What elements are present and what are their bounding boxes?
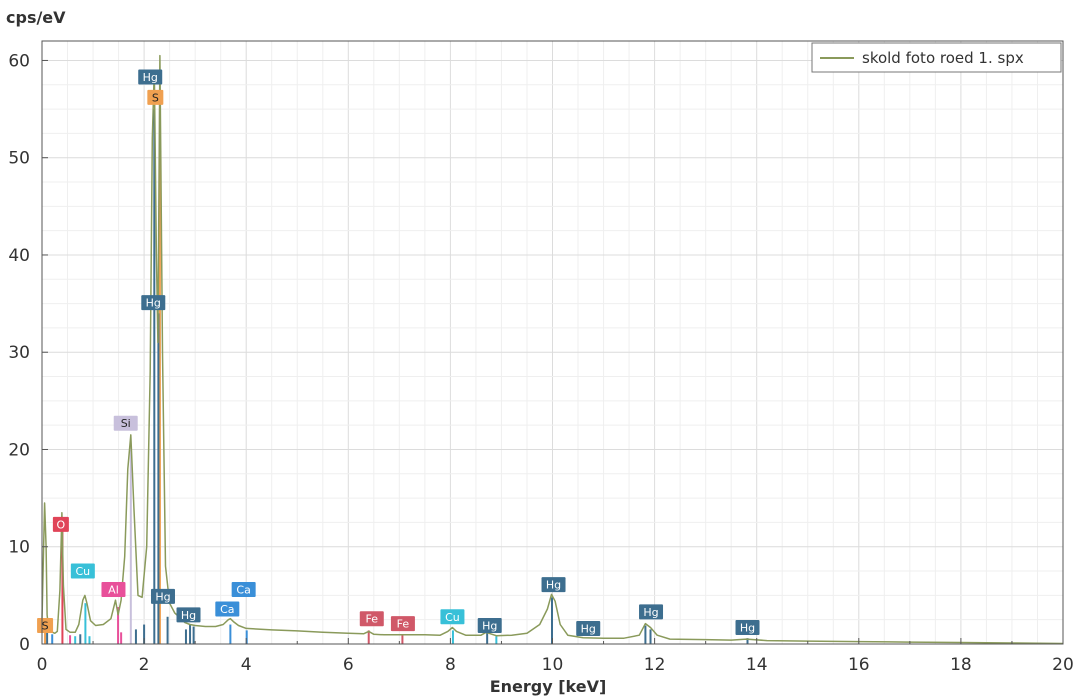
peak-label: Fe	[390, 616, 415, 632]
y-axis-title: cps/eV	[6, 8, 66, 27]
x-tick-label: 18	[950, 655, 972, 675]
y-tick-label: 0	[19, 635, 30, 655]
peak-label-box	[37, 618, 54, 634]
spectrum-line	[41, 54, 1064, 645]
peak-label-box	[477, 618, 502, 634]
y-tick-label: 50	[8, 149, 30, 169]
peak-label: Hg	[576, 620, 601, 636]
peak-label: Hg	[639, 604, 664, 620]
peak-label: Al	[101, 582, 126, 598]
x-tick-label: 4	[241, 655, 252, 675]
peak-label-box	[541, 577, 566, 593]
peak-label-box	[639, 604, 664, 620]
peak-label-text: S	[42, 620, 49, 633]
legend-entry: skold foto roed 1. spx	[862, 49, 1024, 67]
peak-label-text: Hg	[643, 606, 658, 619]
peak-label-box	[440, 609, 465, 625]
peak-label-text: Fe	[366, 613, 379, 626]
x-tick-label: 14	[746, 655, 768, 675]
peak-label-box	[735, 619, 760, 635]
y-tick-label: 60	[8, 51, 30, 71]
peak-label-box	[70, 563, 95, 579]
peak-label: S	[37, 618, 54, 634]
peak-label: Si	[113, 415, 138, 431]
legend: skold foto roed 1. spx	[811, 42, 1062, 73]
peak-label: Cu	[440, 609, 465, 625]
peak-label-text: Hg	[740, 621, 755, 634]
peak-label-box	[138, 69, 163, 85]
peak-label-text: Cu	[445, 611, 460, 624]
peak-label-box	[147, 89, 164, 105]
x-tick-label: 6	[343, 655, 354, 675]
peak-label-text: O	[57, 518, 66, 531]
peak-label-text: Si	[121, 417, 131, 430]
element-marker-lines	[44, 109, 749, 644]
y-tick-label: 10	[8, 538, 30, 558]
peak-label: Hg	[141, 295, 166, 311]
y-tick-label: 40	[8, 246, 30, 266]
peak-label-box	[231, 582, 256, 598]
peak-label: Hg	[477, 618, 502, 634]
x-tick-label: 2	[139, 655, 150, 675]
peak-label-text: S	[152, 91, 159, 104]
axis-ticks: 0 2 4 6 8 10 12 14 16 18 20 0 10 20 30 40 50 60	[8, 51, 1073, 675]
peak-label-text: Hg	[546, 579, 561, 592]
x-tick-label: 10	[542, 655, 564, 675]
peak-label-text: Ca	[220, 603, 234, 616]
x-tick-label: 16	[848, 655, 870, 675]
peak-label: Hg	[541, 577, 566, 593]
peak-label-box	[101, 582, 126, 598]
peak-label-box	[390, 616, 415, 632]
peak-label-text: Hg	[181, 609, 196, 622]
peak-label: O	[52, 516, 69, 532]
peak-label-box	[176, 607, 201, 623]
peak-label-box	[359, 611, 384, 627]
peak-label-text: Hg	[482, 620, 497, 633]
peak-label-box	[215, 601, 240, 617]
peak-label-text: Fe	[397, 618, 410, 631]
peak-label: S	[147, 89, 164, 105]
peak-label-text: Hg	[581, 622, 596, 635]
peak-label: Ca	[215, 601, 240, 617]
peak-label-box	[150, 588, 175, 604]
peak-label: Hg	[150, 588, 175, 604]
peak-label-box	[576, 620, 601, 636]
x-tick-label: 0	[37, 655, 48, 675]
peak-label: Hg	[735, 619, 760, 635]
grid-lines	[42, 41, 1063, 644]
peak-label-box	[141, 295, 166, 311]
peak-label-text: Hg	[155, 590, 170, 603]
x-tick-label: 8	[445, 655, 456, 675]
peak-label: Cu	[70, 563, 95, 579]
y-tick-label: 20	[8, 440, 30, 460]
peak-label-text: Ca	[236, 584, 250, 597]
peak-label: Hg	[138, 69, 163, 85]
peak-label-box	[113, 415, 138, 431]
peak-label: Hg	[176, 607, 201, 623]
peak-label-text: Al	[108, 584, 119, 597]
peak-label-text: Cu	[76, 565, 91, 578]
peak-label-text: Hg	[143, 71, 158, 84]
y-tick-label: 30	[8, 343, 30, 363]
peak-label-box	[52, 516, 69, 532]
peak-label: Ca	[231, 582, 256, 598]
x-axis-title: Energy [keV]	[490, 677, 607, 696]
x-tick-label: 20	[1052, 655, 1074, 675]
x-tick-label: 12	[644, 655, 666, 675]
peak-label: Fe	[359, 611, 384, 627]
peak-label-text: Hg	[146, 297, 161, 310]
series-layer	[41, 54, 1064, 645]
